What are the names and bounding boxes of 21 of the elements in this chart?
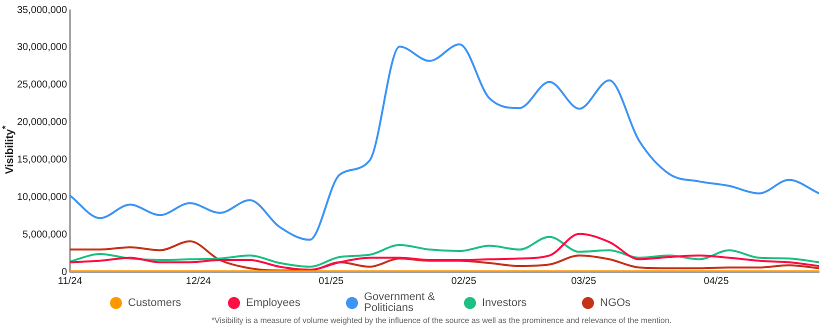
legend-label: Employees <box>246 296 300 308</box>
x-tick-label: 04/25 <box>704 276 730 287</box>
y-tick-label: 25,000,000 <box>16 80 68 91</box>
line-series <box>70 43 819 241</box>
text: *Visibility is a measure of volume weighted by the influence of the source as well as the prominence and relevance of the mention. <box>210 316 673 325</box>
y-tick-label: 30,000,000 <box>16 42 68 54</box>
x-tick-label: 03/25 <box>571 276 597 287</box>
y-tick-label: 15,000,000 <box>16 154 68 166</box>
legend-label: NGOs <box>600 296 631 308</box>
y-tick-label: 10,000,000 <box>16 192 68 203</box>
legend-label: Investors <box>482 296 527 308</box>
y-tick-label: 5,000,000 <box>22 229 68 240</box>
x-tick-label: 11/24 <box>58 276 83 287</box>
y-tick-label: 20,000,000 <box>16 117 68 128</box>
y-tick-label: 0 <box>61 266 68 278</box>
y-tick-label: 35,000,000 <box>16 4 68 16</box>
legend-label: Government & Politicians <box>364 291 436 314</box>
x-tick-label: 02/25 <box>451 276 477 287</box>
x-tick-label: 01/25 <box>318 276 344 287</box>
legend-label: Customers <box>128 296 182 308</box>
x-tick-label: 12/24 <box>186 276 212 287</box>
